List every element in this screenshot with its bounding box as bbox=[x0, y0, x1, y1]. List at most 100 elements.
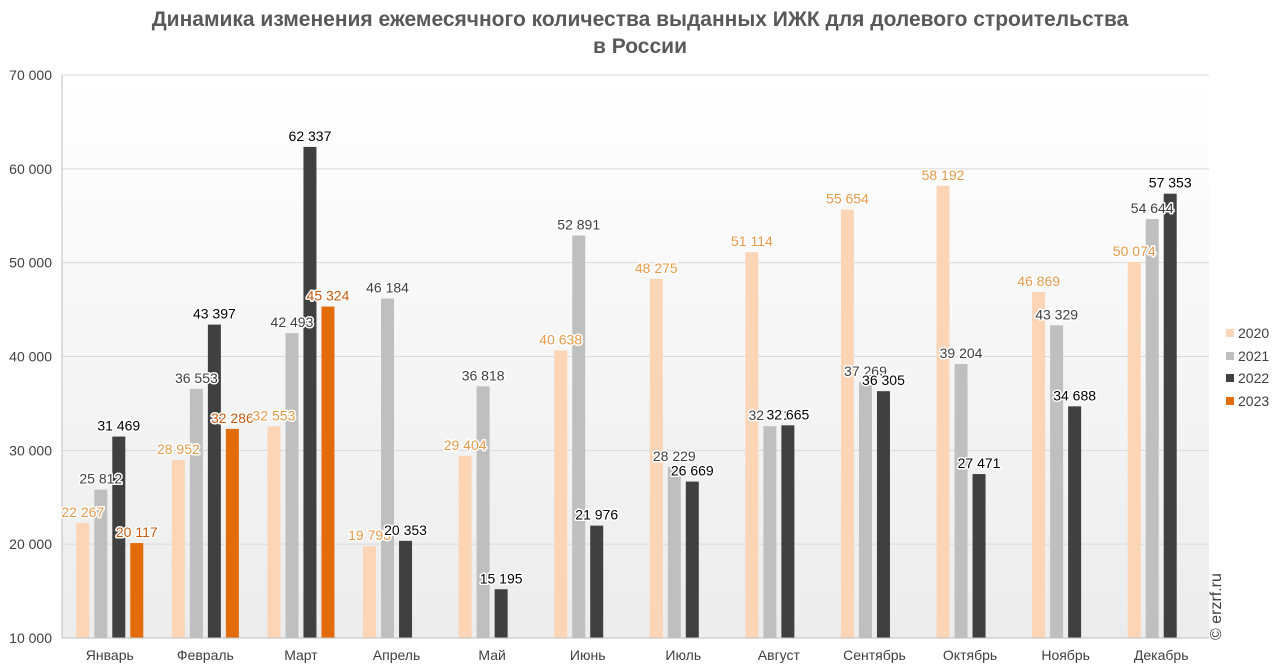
data-label: 25 812 bbox=[79, 471, 122, 487]
data-label: 55 654 bbox=[826, 191, 869, 207]
data-label: 46 869 bbox=[1017, 273, 1060, 289]
data-label: 20 117 bbox=[116, 524, 158, 540]
data-label: 28 229 bbox=[653, 448, 696, 464]
data-label: 36 305 bbox=[862, 372, 905, 388]
y-tick-label: 60 000 bbox=[9, 161, 52, 177]
y-tick-label: 70 000 bbox=[9, 67, 52, 83]
bar-2021 bbox=[1050, 325, 1064, 638]
data-label: 32 665 bbox=[766, 406, 809, 422]
y-axis: 10 000 20 000 30 000 40 000 50 000 60 000 70 0… bbox=[9, 67, 63, 646]
bar-2021 bbox=[1145, 219, 1159, 639]
bar-2020 bbox=[363, 546, 377, 638]
data-label: 34 688 bbox=[1053, 387, 1096, 403]
y-tick-label: 30 000 bbox=[9, 442, 52, 458]
watermark: © erzrf.ru bbox=[1208, 573, 1225, 640]
legend-item: 2021 bbox=[1226, 345, 1269, 368]
data-label: 42 493 bbox=[271, 314, 314, 330]
data-label: 39 204 bbox=[940, 345, 983, 361]
y-tick-label: 50 000 bbox=[9, 255, 52, 271]
data-label: 28 952 bbox=[157, 441, 200, 457]
bar-2020 bbox=[76, 522, 90, 638]
data-labels: 22 267 25 812 31 469 20 117 28 952 36 553 43 3… bbox=[60, 126, 1193, 587]
legend: 2020 2021 2022 2023 bbox=[1226, 322, 1269, 412]
bar-2022 bbox=[1068, 406, 1082, 638]
bar-2022 bbox=[590, 525, 604, 638]
data-label: 36 818 bbox=[462, 367, 505, 383]
bar-2022 bbox=[207, 324, 221, 638]
data-label: 32 572 bbox=[748, 407, 791, 423]
data-label: 26 669 bbox=[671, 463, 714, 479]
data-label: 32 553 bbox=[253, 407, 296, 423]
legend-item: 2020 bbox=[1226, 322, 1269, 345]
x-axis: Январь Февраль Март Апрель Май Июнь Июль Август… bbox=[62, 637, 1209, 663]
bar-2021 bbox=[381, 298, 395, 638]
x-tick-label: Апрель bbox=[373, 647, 421, 663]
bar-2020 bbox=[936, 185, 950, 638]
data-label: 40 638 bbox=[539, 332, 582, 348]
data-label: 57 353 bbox=[1149, 175, 1192, 191]
legend-label: 2023 bbox=[1238, 392, 1270, 409]
data-label: 27 471 bbox=[958, 455, 1001, 471]
bar-2022 bbox=[112, 436, 126, 638]
data-label: 20 353 bbox=[384, 522, 427, 538]
legend-swatch bbox=[1226, 351, 1234, 360]
data-label: 58 192 bbox=[922, 167, 965, 183]
chart-title-line-1: Динамика изменения ежемесячного количест… bbox=[151, 8, 1129, 31]
legend-swatch bbox=[1226, 329, 1234, 338]
bar-2020 bbox=[171, 460, 185, 638]
data-label: 36 553 bbox=[175, 370, 218, 386]
data-label: 54 644 bbox=[1131, 200, 1174, 216]
bar-2020 bbox=[840, 209, 854, 639]
y-tick-label: 10 000 bbox=[9, 630, 52, 646]
bar-2021 bbox=[476, 386, 490, 638]
chart-title: Динамика изменения ежемесячного количест… bbox=[0, 6, 1280, 60]
data-label: 43 329 bbox=[1035, 306, 1078, 322]
bar-2022 bbox=[303, 146, 317, 638]
chart-title-line-2: в России bbox=[593, 35, 687, 58]
bar-2020 bbox=[458, 455, 472, 638]
data-label: 50 074 bbox=[1113, 243, 1156, 259]
x-tick-label: Июль bbox=[665, 647, 701, 663]
y-tick-label: 20 000 bbox=[9, 536, 52, 552]
legend-label: 2021 bbox=[1238, 347, 1270, 364]
data-label: 46 184 bbox=[366, 279, 409, 295]
legend-label: 2022 bbox=[1238, 370, 1270, 387]
legend-swatch bbox=[1226, 374, 1234, 383]
bar-2022 bbox=[972, 474, 986, 638]
y-tick-label: 40 000 bbox=[9, 349, 52, 365]
x-tick-label: Январь bbox=[86, 647, 134, 663]
bars bbox=[76, 146, 1177, 639]
bar-2021 bbox=[858, 382, 872, 638]
bar-2021 bbox=[763, 426, 777, 638]
bar-2022 bbox=[494, 589, 508, 638]
x-tick-label: Декабрь bbox=[1134, 647, 1189, 663]
bar-2021 bbox=[954, 363, 968, 638]
bar-2020 bbox=[1032, 292, 1046, 638]
data-label: 22 267 bbox=[61, 504, 104, 520]
x-tick-label: Ноябрь bbox=[1041, 647, 1090, 663]
bar-2023 bbox=[130, 543, 144, 638]
data-label: 21 976 bbox=[575, 507, 618, 523]
data-label: 45 324 bbox=[307, 288, 350, 304]
data-label: 62 337 bbox=[289, 128, 332, 144]
data-label: 15 195 bbox=[480, 570, 523, 586]
bar-2022 bbox=[399, 540, 413, 638]
legend-label: 2020 bbox=[1238, 325, 1270, 342]
gridlines bbox=[62, 74, 1209, 639]
bar-2021 bbox=[189, 388, 203, 638]
data-label: 52 891 bbox=[557, 217, 600, 233]
bar-2020 bbox=[745, 252, 759, 639]
bar-2021 bbox=[667, 466, 681, 638]
bar-2022 bbox=[685, 481, 699, 638]
bar-2023 bbox=[321, 306, 335, 638]
x-tick-label: Август bbox=[758, 647, 801, 663]
bar-2022 bbox=[876, 391, 890, 638]
data-label: 29 404 bbox=[444, 437, 487, 453]
x-tick-label: Февраль bbox=[177, 647, 234, 663]
x-tick-label: Май bbox=[478, 647, 505, 663]
data-label: 32 286 bbox=[211, 410, 254, 426]
bar-2021 bbox=[285, 333, 299, 638]
legend-swatch bbox=[1226, 396, 1234, 405]
data-label: 31 469 bbox=[97, 418, 140, 434]
